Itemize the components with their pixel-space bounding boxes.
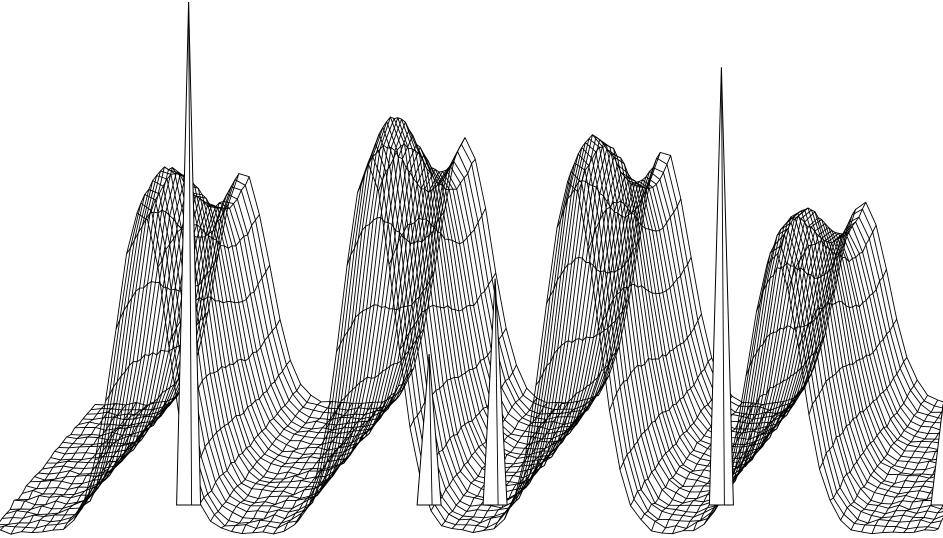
mesh-line-column [525, 346, 620, 455]
mesh-line-column [514, 375, 610, 497]
mesh-line-column [10, 403, 116, 535]
mesh-line-column [220, 401, 322, 529]
mesh-line-column [504, 394, 599, 520]
spike-4 [708, 67, 734, 506]
mesh-line-column [766, 209, 856, 265]
mesh-line-column [336, 271, 435, 353]
spike-3-edge [494, 278, 499, 506]
mesh-line-column [21, 404, 127, 533]
mesh-line-column [115, 253, 219, 330]
mesh-line-column [798, 269, 887, 347]
mesh-line-column [598, 257, 692, 331]
spike-2 [416, 354, 442, 506]
mesh-line-column [567, 134, 661, 185]
spike-3 [482, 278, 508, 506]
mesh-line-column [189, 360, 291, 473]
mesh-line-row [6, 126, 943, 516]
mesh-line-column [294, 396, 394, 526]
mesh-line-column [199, 383, 301, 504]
mesh-line-column [325, 328, 425, 430]
mesh-line-column [42, 405, 147, 533]
mesh-line-column [609, 313, 702, 411]
spike-1-edge [188, 1, 193, 506]
mesh-line-column [73, 395, 178, 521]
mesh-line-column [787, 224, 877, 290]
spike-5 [930, 404, 943, 506]
mesh-line-column [493, 398, 589, 530]
mesh-line-column [777, 202, 867, 254]
mesh-line-column [147, 172, 250, 221]
mesh-line-column [126, 203, 229, 255]
mesh-line-column [367, 116, 466, 173]
mesh-line-column [861, 409, 943, 533]
mesh-line-column [63, 401, 168, 530]
mesh-line-column [882, 441, 943, 533]
mesh-line-column [304, 388, 404, 509]
mesh-line-column [577, 144, 672, 193]
mesh-line-column [546, 237, 641, 305]
mesh-line-column [924, 504, 943, 531]
spike-1 [176, 1, 202, 506]
mesh-line-column [871, 426, 943, 534]
mesh-line-column [472, 402, 569, 533]
mesh-line-column [840, 395, 928, 521]
mesh-line-column [388, 208, 487, 265]
mesh-line-column [0, 404, 96, 523]
mesh-line-column [588, 198, 682, 250]
mesh-line-column [693, 401, 784, 531]
mesh-line-column [52, 402, 158, 531]
mesh-line-column [483, 401, 579, 531]
mesh-line-column [630, 382, 723, 506]
mesh-line-column [399, 272, 497, 351]
mesh-line-column [829, 379, 918, 501]
spike-4-edge [720, 67, 725, 506]
mesh-line-column [283, 401, 384, 532]
mesh-line-column [661, 402, 754, 534]
mesh-line-column [819, 357, 908, 470]
mesh-line-column [0, 404, 106, 531]
mesh-line-column [724, 366, 815, 484]
mesh-line-column [535, 297, 630, 386]
mesh-line-column [252, 402, 353, 534]
mesh-line-column [913, 487, 943, 533]
mesh-line-column [231, 401, 332, 532]
mesh-line-column [346, 211, 445, 267]
mesh-line-column [31, 402, 137, 533]
mesh-line-column [619, 357, 713, 470]
mesh-line-column [262, 403, 363, 533]
mesh-line-column [157, 214, 260, 268]
spike-2-edge [428, 354, 433, 506]
mesh-line-column [850, 399, 939, 531]
mesh-line-column [315, 368, 414, 480]
mesh-line-column [430, 387, 528, 511]
mesh-line-column [241, 402, 343, 534]
mesh-line-column [462, 402, 558, 531]
mesh-line-column [556, 180, 651, 229]
mesh-line-column [735, 335, 826, 438]
mesh-line-column [84, 379, 188, 500]
surface-mesh [0, 116, 943, 535]
mesh-line-column [210, 394, 312, 522]
mesh-line-column [745, 288, 836, 377]
mesh-line-column [378, 143, 476, 192]
mesh-line-column [756, 241, 846, 312]
mesh-line-column [903, 470, 943, 533]
surface-spikes [176, 1, 943, 506]
mesh-line-column [808, 318, 898, 416]
